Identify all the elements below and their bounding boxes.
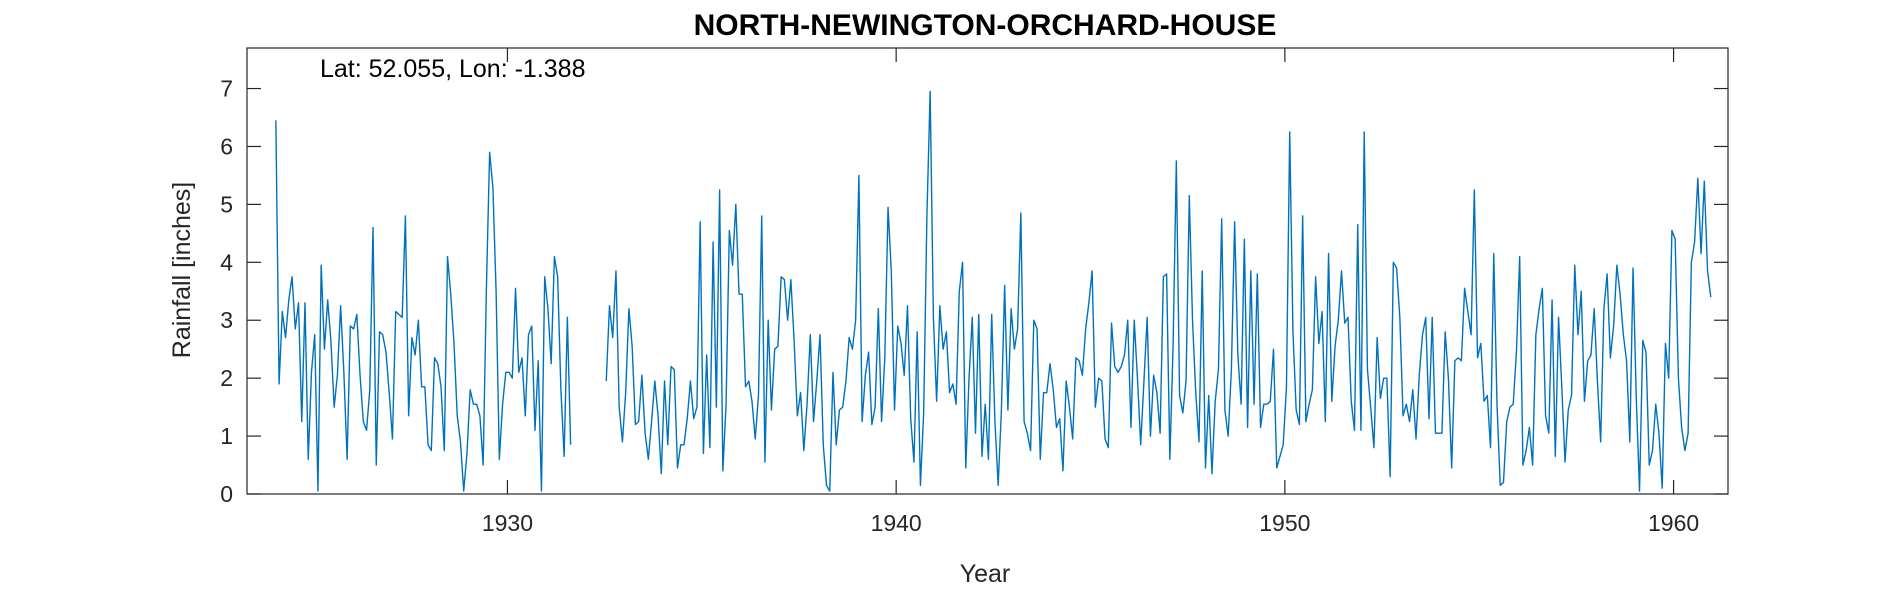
- y-tick-label: 4: [220, 249, 233, 275]
- axes-box: [246, 47, 1729, 495]
- y-tick-label: 5: [220, 191, 233, 217]
- x-tick-label: 1960: [1648, 510, 1699, 536]
- y-tick-label: 3: [220, 307, 233, 333]
- rainfall-series-line: [275, 90, 1712, 492]
- y-tick-label: 0: [220, 481, 233, 507]
- plot-area: [246, 47, 1729, 495]
- y-tick-label: 1: [220, 423, 233, 449]
- y-tick-label: 7: [220, 76, 233, 102]
- x-tick-label: 1950: [1259, 510, 1310, 536]
- x-axis-label: Year: [960, 560, 1011, 588]
- x-axis: 1930 1940 1950 1960: [482, 48, 1699, 536]
- chart-title: NORTH-NEWINGTON-ORCHARD-HOUSE: [694, 9, 1277, 42]
- y-tick-label: 6: [220, 133, 233, 159]
- y-tick-label: 2: [220, 365, 233, 391]
- x-tick-label: 1940: [871, 510, 922, 536]
- lat-lon-annotation: Lat: 52.055, Lon: -1.388: [320, 55, 586, 83]
- y-axis: 0 1 2 3 4 5 6 7: [220, 76, 1728, 507]
- x-tick-label: 1930: [482, 510, 533, 536]
- y-axis-label: Rainfall [inches]: [168, 182, 196, 358]
